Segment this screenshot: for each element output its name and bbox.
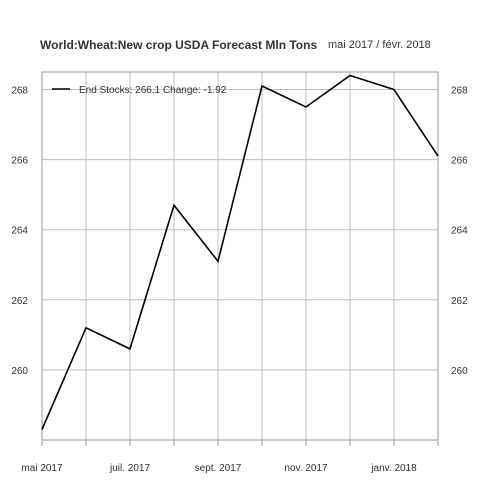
plot-frame bbox=[41, 71, 439, 441]
y-tick-label-right: 260 bbox=[451, 366, 468, 377]
x-tick-label: nov. 2017 bbox=[284, 463, 328, 474]
y-tick-label: 268 bbox=[11, 86, 28, 97]
chart-title: World:Wheat:New crop USDA Forecast Mln T… bbox=[40, 38, 318, 52]
y-tick-label-right: 266 bbox=[451, 156, 468, 167]
x-tick-label: sept. 2017 bbox=[195, 463, 242, 474]
y-axis-right: 260 262 264 266 268 bbox=[451, 86, 468, 377]
y-axis-left: 260 262 264 266 268 bbox=[11, 86, 28, 377]
grid-lines bbox=[41, 72, 439, 440]
x-axis: mai 2017 juil. 2017 sept. 2017 nov. 2017 jan… bbox=[21, 463, 417, 474]
x-tick-label: mai 2017 bbox=[21, 463, 63, 474]
y-tick-label: 264 bbox=[11, 226, 28, 237]
y-tick-label-right: 262 bbox=[451, 296, 468, 307]
series-line bbox=[41, 74, 439, 430]
y-tick-label: 260 bbox=[11, 366, 28, 377]
x-axis-ticks bbox=[41, 440, 439, 446]
y-tick-label-right: 264 bbox=[451, 226, 468, 237]
x-tick-label: janv. 2018 bbox=[370, 463, 417, 474]
legend-label: End Stocks: 266.1 Change: -1.92 bbox=[79, 85, 227, 96]
series-group bbox=[41, 74, 439, 430]
legend: End Stocks: 266.1 Change: -1.92 bbox=[52, 85, 227, 96]
y-tick-label-right: 268 bbox=[451, 86, 468, 97]
y-tick-label: 262 bbox=[11, 296, 28, 307]
chart-subtitle: mai 2017 / févr. 2018 bbox=[328, 39, 431, 51]
x-tick-label: juil. 2017 bbox=[109, 463, 150, 474]
y-tick-label: 266 bbox=[11, 156, 28, 167]
